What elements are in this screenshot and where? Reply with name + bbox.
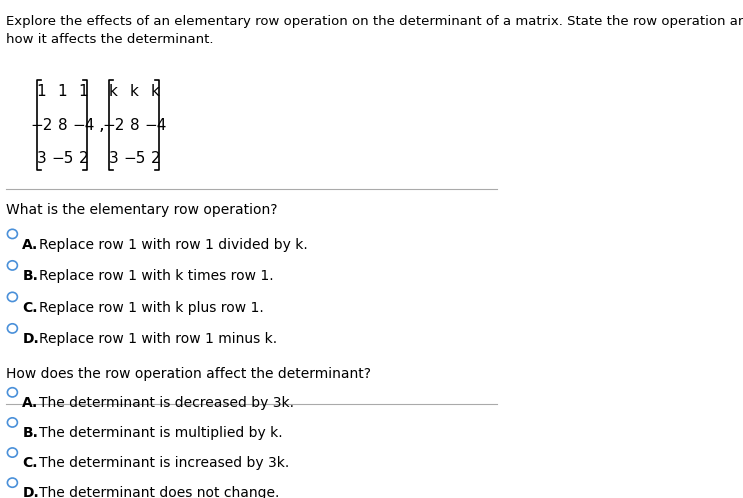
Text: 1: 1 [79, 84, 88, 99]
Text: −5: −5 [51, 151, 74, 166]
Text: A.: A. [22, 396, 39, 410]
Text: The determinant is increased by 3k.: The determinant is increased by 3k. [39, 456, 289, 470]
Text: Replace row 1 with k times row 1.: Replace row 1 with k times row 1. [39, 269, 273, 283]
Text: 2: 2 [79, 151, 88, 166]
Text: What is the elementary row operation?: What is the elementary row operation? [7, 203, 278, 217]
Text: Replace row 1 with row 1 divided by k.: Replace row 1 with row 1 divided by k. [39, 238, 308, 251]
Text: −4: −4 [72, 118, 94, 132]
Text: The determinant does not change.: The determinant does not change. [39, 487, 279, 498]
Text: C.: C. [22, 456, 38, 470]
Text: B.: B. [22, 269, 39, 283]
Text: −2: −2 [30, 118, 53, 132]
Text: 1: 1 [58, 84, 67, 99]
Text: The determinant is multiplied by k.: The determinant is multiplied by k. [39, 426, 282, 440]
Text: 8: 8 [58, 118, 67, 132]
Text: Replace row 1 with row 1 minus k.: Replace row 1 with row 1 minus k. [39, 332, 277, 346]
Text: −4: −4 [144, 118, 166, 132]
Text: A.: A. [22, 238, 39, 251]
Text: Replace row 1 with k plus row 1.: Replace row 1 with k plus row 1. [39, 301, 264, 315]
Text: How does the row operation affect the determinant?: How does the row operation affect the de… [7, 368, 372, 381]
Text: 8: 8 [129, 118, 139, 132]
Text: Explore the effects of an elementary row operation on the determinant of a matri: Explore the effects of an elementary row… [7, 15, 743, 46]
Text: C.: C. [22, 301, 38, 315]
Text: 3: 3 [108, 151, 118, 166]
Text: 3: 3 [36, 151, 46, 166]
Text: 2: 2 [151, 151, 160, 166]
Text: D.: D. [22, 487, 39, 498]
Text: −2: −2 [103, 118, 125, 132]
Text: k: k [109, 84, 118, 99]
Text: ,: , [98, 116, 104, 134]
Text: k: k [151, 84, 160, 99]
Text: −5: −5 [123, 151, 146, 166]
Text: D.: D. [22, 332, 39, 346]
Text: The determinant is decreased by 3k.: The determinant is decreased by 3k. [39, 396, 294, 410]
Text: k: k [130, 84, 139, 99]
Text: 1: 1 [36, 84, 46, 99]
Text: B.: B. [22, 426, 39, 440]
